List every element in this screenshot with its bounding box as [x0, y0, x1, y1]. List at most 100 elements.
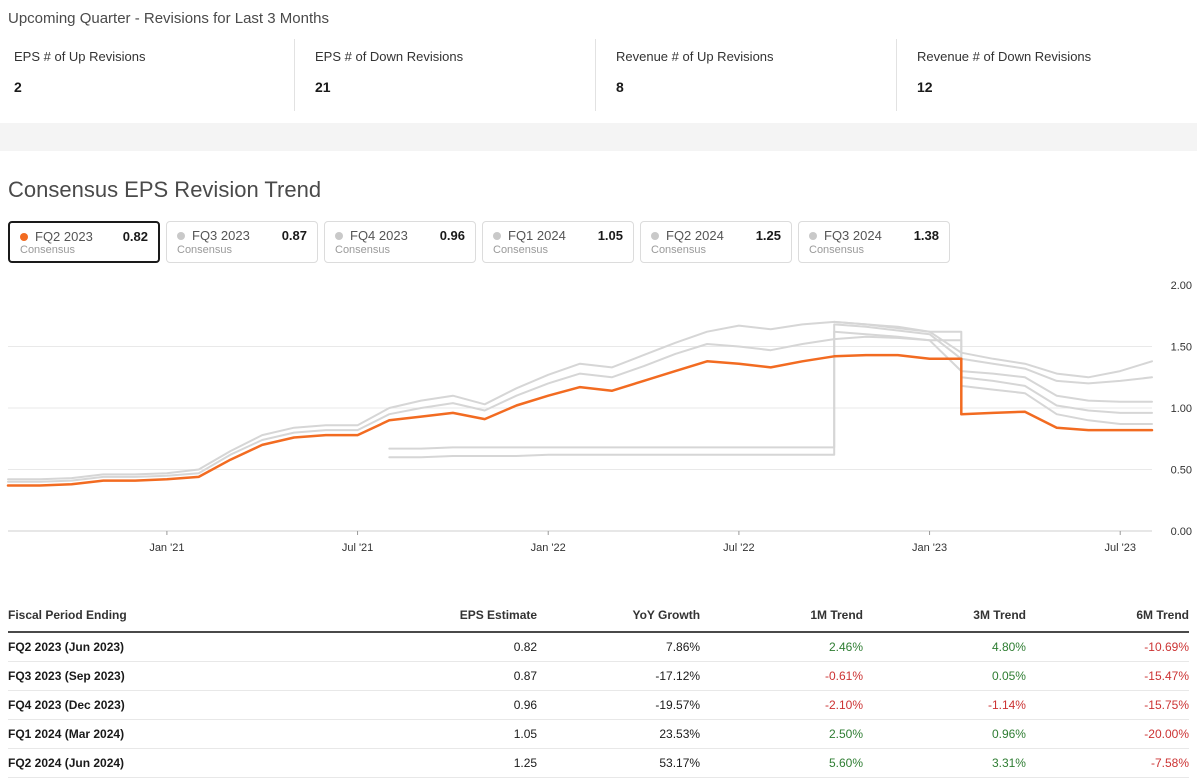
page-title: Upcoming Quarter - Revisions for Last 3 … [8, 10, 329, 27]
table-body: FQ2 2023 (Jun 2023) 0.82 7.86% 2.46% 4.80% -1… [8, 632, 1189, 778]
table-cell: 3.31% [863, 748, 1026, 778]
table-cell: -17.12% [537, 661, 701, 691]
table-cell: 2.50% [700, 719, 864, 749]
legend-value: 0.96 [439, 228, 465, 243]
table-cell: 0.05% [863, 661, 1026, 691]
legend-value: 1.25 [755, 228, 781, 243]
table-cell: -2.10% [700, 690, 864, 720]
series-dot-icon [335, 231, 343, 240]
y-axis-label: 2.00 [1171, 280, 1192, 292]
y-axis-label: 0.50 [1171, 465, 1192, 477]
table-cell: 2.46% [700, 632, 864, 662]
series-line-fq2-2023 [6, 353, 1154, 487]
table-column-header[interactable]: 3M Trend [863, 599, 1026, 633]
legend-period: FQ2 2024 [666, 228, 724, 243]
stat-value: 8 [616, 79, 624, 95]
table-cell: 0.96% [863, 719, 1026, 749]
legend-period: FQ4 2023 [350, 228, 408, 243]
table-cell: FQ2 2023 (Jun 2023) [8, 632, 375, 662]
stats-row: EPS # of Up Revisions 2 EPS # of Down Re… [0, 39, 1197, 111]
x-axis-label: Jan '23 [912, 542, 947, 554]
table-row: FQ3 2023 (Sep 2023) 0.87 -17.12% -0.61% 0.05… [8, 661, 1189, 691]
table-cell: -15.47% [1025, 661, 1189, 691]
legend-chip[interactable]: FQ3 2023 0.87 Consensus [166, 221, 318, 263]
table-cell: -19.57% [537, 690, 701, 720]
legend-row: FQ2 2023 0.82 Consensus FQ3 2023 0.87 Co… [0, 221, 1197, 263]
legend-chip[interactable]: FQ4 2023 0.96 Consensus [324, 221, 476, 263]
section-divider [0, 123, 1197, 151]
table-cell: FQ3 2023 (Sep 2023) [8, 661, 375, 691]
table-cell: 53.17% [537, 748, 701, 778]
legend-value: 1.05 [597, 228, 623, 243]
x-axis-label: Jul '22 [723, 542, 754, 554]
legend-chip[interactable]: FQ3 2024 1.38 Consensus [798, 221, 950, 263]
legend-chip[interactable]: FQ2 2023 0.82 Consensus [8, 221, 160, 263]
series-dot-icon [809, 231, 817, 240]
x-axis-label: Jul '21 [342, 542, 373, 554]
legend-sublabel: Consensus [335, 244, 391, 256]
table-cell: 1.05 [374, 719, 538, 749]
table-row: FQ2 2023 (Jun 2023) 0.82 7.86% 2.46% 4.80% -1… [8, 632, 1189, 662]
series-line-fq1-2024 [388, 330, 1153, 459]
table-row: FQ2 2024 (Jun 2024) 1.25 53.17% 5.60% 3.31% -… [8, 748, 1189, 778]
stat-card: Revenue # of Up Revisions 8 [595, 39, 896, 111]
series-line-fq2-2024 [388, 323, 1153, 450]
stat-value: 12 [917, 79, 933, 95]
x-axis-label: Jan '21 [149, 542, 184, 554]
series-dot-icon [20, 232, 28, 241]
table-cell: 23.53% [537, 719, 701, 749]
table-cell: 1.25 [374, 748, 538, 778]
table-cell: 4.80% [863, 632, 1026, 662]
table-cell: -1.14% [863, 690, 1026, 720]
table-cell: FQ1 2024 (Mar 2024) [8, 719, 375, 749]
stat-label: Revenue # of Down Revisions [917, 49, 1092, 64]
y-axis-label: 1.00 [1171, 403, 1192, 415]
table-cell: -0.61% [700, 661, 864, 691]
eps-trend-chart[interactable]: 0.00 0.50 1.00 1.50 2.00 Jan '21 Jul '21 Jan '2… [0, 273, 1197, 565]
stat-card: Revenue # of Down Revisions 12 [896, 39, 1197, 111]
series-dot-icon [177, 231, 185, 240]
table-cell: 5.60% [700, 748, 864, 778]
stat-value: 2 [14, 79, 22, 95]
legend-period: FQ2 2023 [35, 229, 93, 244]
legend-chip[interactable]: FQ1 2024 1.05 Consensus [482, 221, 634, 263]
legend-value: 0.82 [122, 229, 148, 244]
table-row: FQ4 2023 (Dec 2023) 0.96 -19.57% -2.10% -1.1… [8, 690, 1189, 720]
table-cell: -20.00% [1025, 719, 1189, 749]
legend-sublabel: Consensus [493, 244, 549, 256]
stat-value: 21 [315, 79, 331, 95]
legend-chip[interactable]: FQ2 2024 1.25 Consensus [640, 221, 792, 263]
table-column-header[interactable]: 6M Trend [1025, 599, 1189, 633]
table-cell: -7.58% [1025, 748, 1189, 778]
table-cell: -10.69% [1025, 632, 1189, 662]
table-cell: 7.86% [537, 632, 701, 662]
legend-value: 1.38 [913, 228, 939, 243]
legend-sublabel: Consensus [651, 244, 707, 256]
table-cell: 0.87 [374, 661, 538, 691]
legend-period: FQ3 2023 [192, 228, 250, 243]
table-column-header[interactable]: EPS Estimate [374, 599, 538, 633]
y-axis-label: 1.50 [1171, 342, 1192, 354]
legend-value: 0.87 [281, 228, 307, 243]
legend-sublabel: Consensus [177, 244, 233, 256]
x-axis-label: Jul '23 [1104, 542, 1135, 554]
eps-table: Fiscal Period Ending EPS Estimate YoY Grow… [8, 599, 1189, 778]
table-column-header[interactable]: 1M Trend [700, 599, 864, 633]
table-header-row: Fiscal Period Ending EPS Estimate YoY Grow… [8, 599, 1189, 633]
legend-sublabel: Consensus [20, 244, 76, 256]
table-cell: 0.96 [374, 690, 538, 720]
y-axis-label: 0.00 [1171, 526, 1192, 538]
table-column-header[interactable]: YoY Growth [537, 599, 701, 633]
section-title: Consensus EPS Revision Trend [8, 177, 322, 202]
stat-label: Revenue # of Up Revisions [616, 49, 774, 64]
table-cell: 0.82 [374, 632, 538, 662]
table-row: FQ1 2024 (Mar 2024) 1.05 23.53% 2.50% 0.96% -… [8, 719, 1189, 749]
stat-card: EPS # of Up Revisions 2 [0, 39, 294, 111]
series-line-fq3-2024 [833, 320, 1153, 379]
legend-sublabel: Consensus [809, 244, 865, 256]
series-line-fq3-2023 [7, 335, 1153, 483]
table-column-header[interactable]: Fiscal Period Ending [8, 599, 375, 633]
table-cell: FQ4 2023 (Dec 2023) [8, 690, 375, 720]
series-dot-icon [493, 231, 501, 240]
